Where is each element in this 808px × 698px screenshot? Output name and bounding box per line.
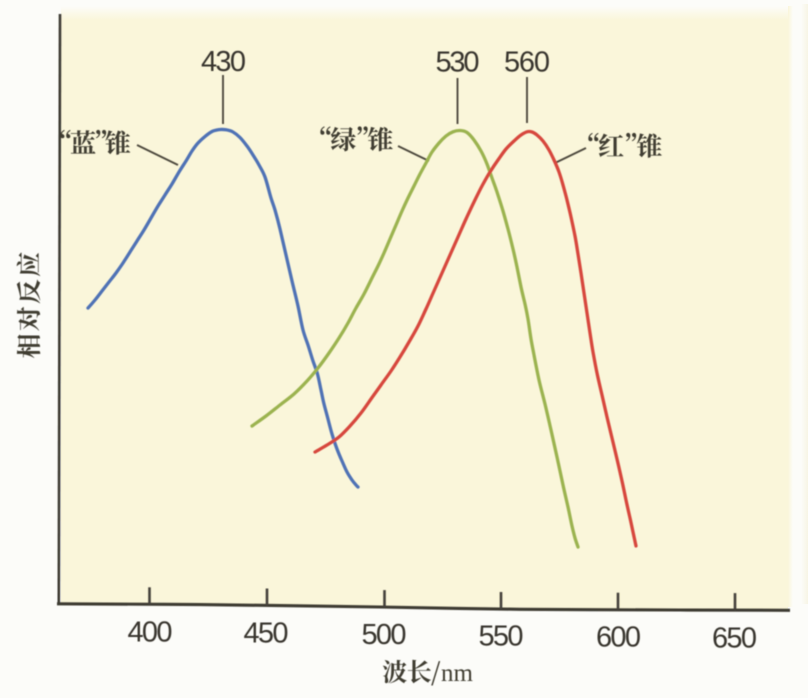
svg-text:500: 500 xyxy=(362,619,407,651)
svg-text:430: 430 xyxy=(201,46,246,78)
svg-text:530: 530 xyxy=(436,47,480,79)
svg-text:560: 560 xyxy=(504,47,550,79)
svg-text:450: 450 xyxy=(244,618,289,650)
svg-text:400: 400 xyxy=(128,616,173,648)
svg-text:600: 600 xyxy=(596,621,641,653)
svg-text:550: 550 xyxy=(479,620,524,652)
svg-text:650: 650 xyxy=(712,622,757,654)
svg-text:nm: nm xyxy=(441,660,474,687)
